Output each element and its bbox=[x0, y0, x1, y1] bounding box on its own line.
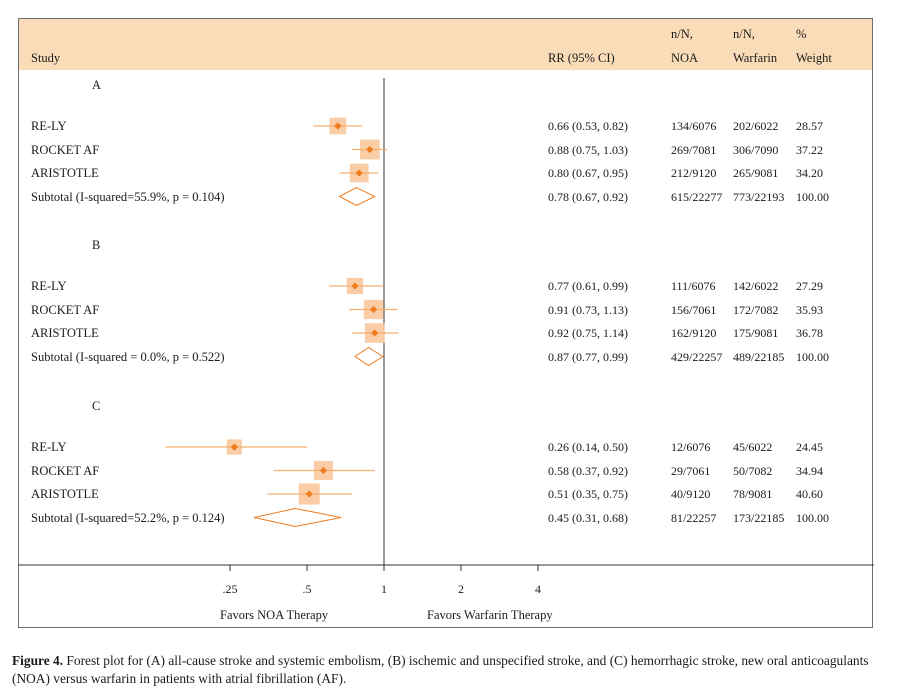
noa-count-B-rocket-af: 156/7061 bbox=[671, 302, 717, 317]
warfarin-count-A-rocket-af: 306/7090 bbox=[733, 142, 779, 157]
study-name-B-aristotle: ARISTOTLE bbox=[31, 326, 99, 340]
study-name-A-rocket-af: ROCKET AF bbox=[31, 142, 100, 157]
study-name-A-aristotle: ARISTOTLE bbox=[31, 166, 99, 180]
warfarin-count-C-subtotal: 173/22185 bbox=[733, 510, 785, 525]
weight-value-C-rocket-af: 34.94 bbox=[796, 463, 823, 478]
rr-value-C-subtotal: 0.45 (0.31, 0.68) bbox=[548, 510, 628, 525]
subtotal-diamond-C bbox=[253, 507, 342, 528]
noa-count-B-subtotal: 429/22257 bbox=[671, 349, 723, 364]
study-name-B-re-ly: RE-LY bbox=[31, 279, 67, 293]
rr-value-C-rocket-af: 0.58 (0.37, 0.92) bbox=[548, 463, 628, 478]
weight-value-B-rocket-af: 35.93 bbox=[796, 302, 823, 317]
subtotal-label-C: Subtotal (I-squared=52.2%, p = 0.124) bbox=[31, 510, 225, 525]
weight-value-C-aristotle: 40.60 bbox=[796, 487, 823, 501]
study-name-A-re-ly: RE-LY bbox=[31, 119, 67, 133]
rr-value-C-re-ly: 0.26 (0.14, 0.50) bbox=[548, 440, 628, 454]
x-tick-label: 1 bbox=[381, 582, 387, 596]
header-weight-line1: % bbox=[796, 27, 807, 41]
weight-value-A-re-ly: 28.57 bbox=[796, 119, 823, 133]
point-estimate-B-rocket-af bbox=[369, 305, 378, 314]
point-estimate-A-rocket-af bbox=[366, 145, 374, 154]
subtotal-label-A: Subtotal (I-squared=55.9%, p = 0.104) bbox=[31, 189, 225, 204]
study-name-C-rocket-af: ROCKET AF bbox=[31, 463, 100, 478]
header-study: Study bbox=[31, 51, 61, 65]
point-estimate-C-rocket-af bbox=[319, 466, 328, 475]
warfarin-count-B-re-ly: 142/6022 bbox=[733, 279, 779, 293]
noa-count-C-rocket-af: 29/7061 bbox=[671, 463, 711, 478]
rr-value-C-aristotle: 0.51 (0.35, 0.75) bbox=[548, 487, 628, 501]
caption-text: Forest plot for (A) all-cause stroke and… bbox=[12, 653, 869, 686]
noa-count-C-subtotal: 81/22257 bbox=[671, 510, 717, 525]
weight-value-A-rocket-af: 37.22 bbox=[796, 142, 823, 157]
rr-value-A-rocket-af: 0.88 (0.75, 1.03) bbox=[548, 142, 628, 157]
group-label-B: B bbox=[92, 238, 101, 252]
point-estimate-C-aristotle bbox=[305, 490, 313, 498]
noa-count-C-re-ly: 12/6076 bbox=[671, 440, 711, 454]
study-name-B-rocket-af: ROCKET AF bbox=[31, 302, 100, 317]
warfarin-count-A-re-ly: 202/6022 bbox=[733, 119, 779, 133]
point-estimate-B-aristotle bbox=[371, 329, 379, 337]
warfarin-count-A-subtotal: 773/22193 bbox=[733, 189, 785, 204]
rr-value-B-rocket-af: 0.91 (0.73, 1.13) bbox=[548, 302, 628, 317]
rr-value-B-subtotal: 0.87 (0.77, 0.99) bbox=[548, 349, 628, 364]
header-band bbox=[19, 19, 872, 70]
header-warfarin-line2: Warfarin bbox=[733, 51, 778, 65]
rr-value-A-aristotle: 0.80 (0.67, 0.95) bbox=[548, 166, 628, 180]
header-noa-line2: NOA bbox=[671, 51, 699, 65]
noa-count-B-aristotle: 162/9120 bbox=[671, 326, 717, 340]
noa-count-A-subtotal: 615/22277 bbox=[671, 189, 723, 204]
point-estimate-B-re-ly bbox=[351, 282, 359, 290]
caption-label: Figure 4. bbox=[12, 653, 64, 668]
point-estimate-A-aristotle bbox=[355, 169, 363, 177]
warfarin-count-A-aristotle: 265/9081 bbox=[733, 166, 779, 180]
header-weight-line2: Weight bbox=[796, 51, 832, 65]
warfarin-count-C-aristotle: 78/9081 bbox=[733, 487, 773, 501]
x-tick-label: .5 bbox=[302, 582, 312, 596]
noa-count-C-aristotle: 40/9120 bbox=[671, 487, 711, 501]
favors-left-label: Favors NOA Therapy bbox=[220, 608, 329, 622]
rr-value-B-re-ly: 0.77 (0.61, 0.99) bbox=[548, 279, 628, 293]
weight-value-A-aristotle: 34.20 bbox=[796, 166, 823, 180]
warfarin-count-B-rocket-af: 172/7082 bbox=[733, 302, 779, 317]
subtotal-label-B: Subtotal (I-squared = 0.0%, p = 0.522) bbox=[31, 349, 225, 364]
weight-value-A-subtotal: 100.00 bbox=[796, 189, 829, 204]
x-tick-label: .25 bbox=[222, 582, 238, 596]
subtotal-diamond-B bbox=[354, 346, 384, 367]
weight-value-B-re-ly: 27.29 bbox=[796, 279, 823, 293]
point-estimate-A-re-ly bbox=[334, 122, 342, 130]
forest-plot-frame: Study RR (95% CI) n/N, NOA n/N, Warfarin… bbox=[18, 18, 874, 628]
point-estimate-C-re-ly bbox=[230, 443, 238, 451]
header-rr: RR (95% CI) bbox=[548, 51, 615, 65]
rr-value-B-aristotle: 0.92 (0.75, 1.14) bbox=[548, 326, 628, 340]
group-label-C: C bbox=[92, 399, 101, 413]
rr-value-A-re-ly: 0.66 (0.53, 0.82) bbox=[548, 119, 628, 133]
noa-count-A-aristotle: 212/9120 bbox=[671, 166, 717, 180]
study-name-C-aristotle: ARISTOTLE bbox=[31, 487, 99, 501]
weight-value-C-subtotal: 100.00 bbox=[796, 510, 829, 525]
warfarin-count-C-rocket-af: 50/7082 bbox=[733, 463, 773, 478]
warfarin-count-B-aristotle: 175/9081 bbox=[733, 326, 779, 340]
noa-count-B-re-ly: 111/6076 bbox=[671, 279, 716, 293]
subtotal-diamond-A bbox=[338, 186, 376, 207]
noa-count-A-re-ly: 134/6076 bbox=[671, 119, 717, 133]
figure-caption: Figure 4. Forest plot for (A) all-cause … bbox=[12, 652, 888, 688]
forest-plot-svg bbox=[19, 78, 874, 571]
warfarin-count-B-subtotal: 489/22185 bbox=[733, 349, 785, 364]
weight-value-B-aristotle: 36.78 bbox=[796, 326, 823, 340]
rr-value-A-subtotal: 0.78 (0.67, 0.92) bbox=[548, 189, 628, 204]
x-tick-label: 2 bbox=[458, 582, 464, 596]
noa-count-A-rocket-af: 269/7081 bbox=[671, 142, 717, 157]
study-name-C-re-ly: RE-LY bbox=[31, 440, 67, 454]
weight-value-C-re-ly: 24.45 bbox=[796, 440, 823, 454]
header-warfarin-line1: n/N, bbox=[733, 27, 755, 41]
weight-value-B-subtotal: 100.00 bbox=[796, 349, 829, 364]
favors-right-label: Favors Warfarin Therapy bbox=[427, 608, 553, 622]
x-tick-label: 4 bbox=[535, 582, 541, 596]
header-noa-line1: n/N, bbox=[671, 27, 693, 41]
group-label-A: A bbox=[92, 78, 102, 92]
warfarin-count-C-re-ly: 45/6022 bbox=[733, 440, 773, 454]
